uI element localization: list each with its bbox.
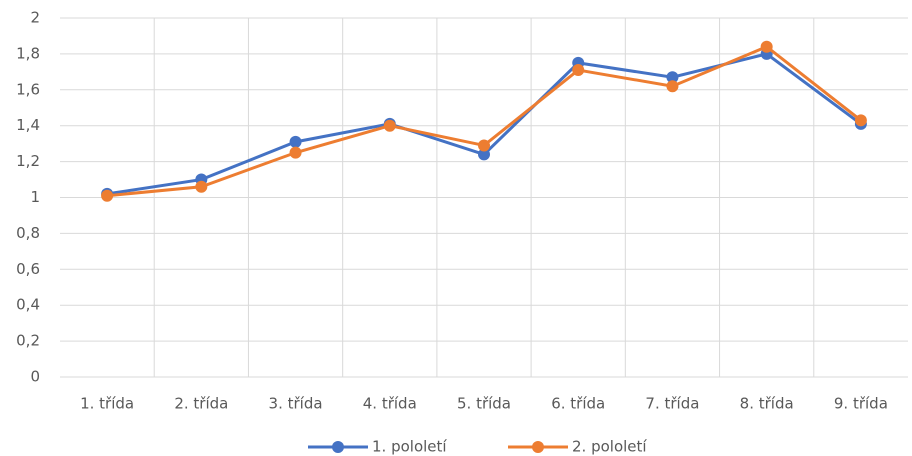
data-point — [478, 148, 490, 161]
data-point — [289, 135, 302, 148]
data-point — [760, 40, 773, 53]
x-tick-label: 9. třída — [834, 395, 888, 413]
x-tick-label: 3. třída — [269, 395, 323, 413]
y-tick-label: 0,8 — [16, 224, 40, 242]
y-tick-label: 2 — [30, 9, 40, 27]
y-tick-label: 1,8 — [16, 44, 40, 62]
y-tick-label: 1,4 — [16, 116, 40, 134]
x-tick-label: 2. třída — [174, 395, 228, 413]
legend-label: 2. pololetí — [572, 438, 647, 456]
x-tick-label: 6. třída — [551, 395, 605, 413]
data-point — [195, 180, 208, 193]
x-tick-label: 8. třída — [740, 395, 794, 413]
y-tick-label: 0,2 — [16, 332, 40, 350]
x-tick-label: 4. třída — [363, 395, 417, 413]
x-tick-label: 7. třída — [645, 395, 699, 413]
y-tick-label: 1,2 — [16, 152, 40, 170]
y-tick-label: 1 — [30, 188, 40, 206]
data-point — [666, 80, 679, 93]
y-tick-label: 0,4 — [16, 296, 40, 314]
data-point — [101, 189, 114, 202]
y-tick-label: 0 — [30, 368, 40, 386]
series-line — [106, 52, 862, 196]
data-point — [289, 146, 302, 159]
legend-marker — [532, 441, 544, 453]
data-point — [478, 139, 490, 152]
legend-label: 1. pololetí — [372, 438, 447, 456]
y-tick-label: 0,6 — [16, 260, 40, 278]
legend-marker — [332, 441, 344, 453]
x-tick-label: 5. třída — [457, 395, 511, 413]
data-point — [854, 114, 867, 127]
data-point — [572, 64, 585, 77]
data-point — [383, 119, 396, 132]
y-tick-label: 1,6 — [16, 80, 40, 98]
data-point — [666, 71, 679, 84]
x-tick-label: 1. třída — [80, 395, 134, 413]
